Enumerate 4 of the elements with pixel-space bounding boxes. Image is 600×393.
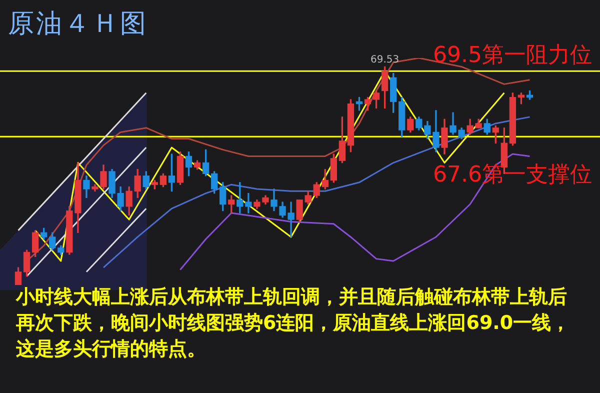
annotation: 69.53 [370,54,400,66]
chart-title: 原油４Ｈ图 [8,8,148,41]
ref-line-label: 69.5第一阻力位 [433,42,592,68]
text: 小时线大幅上涨后从布林带上轨回调，并且随后触碰布林带上轨后再次下跌，晚间小时线图强势6连阳，原油直线上涨回69.0一线，这是多头行情的特点。 [16,285,572,362]
